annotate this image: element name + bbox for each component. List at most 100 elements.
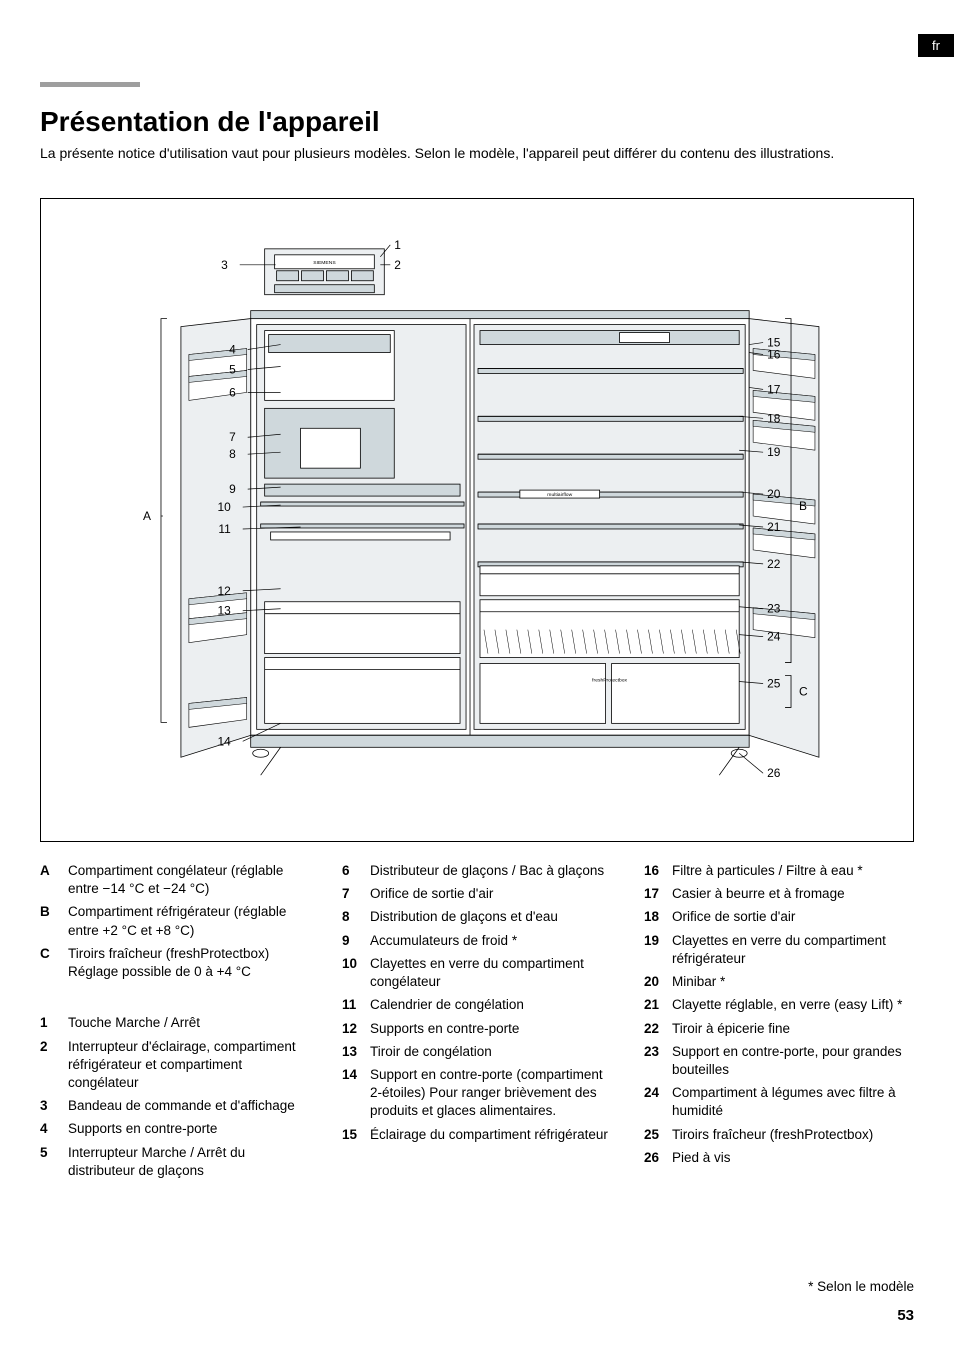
legend-text: Tiroir à épicerie fine (672, 1020, 914, 1038)
svg-text:25: 25 (767, 676, 781, 690)
legend-key: 3 (40, 1097, 68, 1115)
page-number: 53 (897, 1307, 914, 1324)
legend-key: A (40, 862, 68, 898)
legend-text: Accumulateurs de froid * (370, 932, 612, 950)
svg-text:26: 26 (767, 766, 781, 780)
svg-text:12: 12 (217, 584, 231, 598)
legend-text: Interrupteur d'éclairage, compartiment r… (68, 1038, 310, 1093)
legend-row: CTiroirs fraîcheur (freshProtectbox) Rég… (40, 945, 310, 981)
language-tab: fr (918, 34, 954, 57)
legend-key: 25 (644, 1126, 672, 1144)
section-rule (40, 82, 140, 87)
legend-row: 5Interrupteur Marche / Arrêt du distribu… (40, 1144, 310, 1180)
svg-text:6: 6 (229, 385, 236, 399)
legend-text: Tiroirs fraîcheur (freshProtectbox) (672, 1126, 914, 1144)
legend-key: 17 (644, 885, 672, 903)
legend-row: 22Tiroir à épicerie fine (644, 1020, 914, 1038)
legend-text: Calendrier de congélation (370, 996, 612, 1014)
legend-row: 24Compartiment à légumes avec filtre à h… (644, 1084, 914, 1120)
svg-text:4: 4 (229, 343, 236, 357)
legend-key: 9 (342, 932, 370, 950)
legend-row: 3Bandeau de commande et d'affichage (40, 1097, 310, 1115)
legend-row: 9Accumulateurs de froid * (342, 932, 612, 950)
legend-row: 20Minibar * (644, 973, 914, 991)
svg-text:14: 14 (217, 734, 231, 748)
legend-key: 19 (644, 932, 672, 968)
legend-text: Compartiment réfrigérateur (réglable ent… (68, 903, 310, 939)
legend-row: 14Support en contre-porte (compartiment … (342, 1066, 612, 1121)
legend-text: Pied à vis (672, 1149, 914, 1167)
legend-key: 22 (644, 1020, 672, 1038)
svg-text:20: 20 (767, 487, 781, 501)
legend-key: B (40, 903, 68, 939)
page-title: Présentation de l'appareil (40, 106, 380, 138)
legend-text: Compartiment congélateur (réglable entre… (68, 862, 310, 898)
svg-text:B: B (799, 499, 807, 513)
legend-row: 19Clayettes en verre du compartiment réf… (644, 932, 914, 968)
legend-key: C (40, 945, 68, 981)
legend-key: 11 (342, 996, 370, 1014)
legend-key: 13 (342, 1043, 370, 1061)
legend-key: 21 (644, 996, 672, 1014)
legend-key: 8 (342, 908, 370, 926)
svg-text:11: 11 (218, 522, 231, 536)
svg-text:2: 2 (394, 258, 401, 272)
legend-text: Supports en contre-porte (370, 1020, 612, 1038)
legend-key: 2 (40, 1038, 68, 1093)
legend-text: Orifice de sortie d'air (672, 908, 914, 926)
legend-row: 2Interrupteur d'éclairage, compartiment … (40, 1038, 310, 1093)
legend-key: 15 (342, 1126, 370, 1144)
legend-row: 1Touche Marche / Arrêt (40, 1014, 310, 1032)
legend-text: Supports en contre-porte (68, 1120, 310, 1138)
svg-text:21: 21 (767, 520, 781, 534)
legend-row: 11Calendrier de congélation (342, 996, 612, 1014)
svg-text:5: 5 (229, 362, 236, 376)
svg-text:1: 1 (394, 238, 401, 252)
legend-key: 7 (342, 885, 370, 903)
svg-text:13: 13 (217, 604, 231, 618)
diagram-svg: SIEMENS multiairflow freshProtectbox 3 A 4 5 6 7… (41, 199, 913, 841)
svg-text:freshProtectbox: freshProtectbox (592, 677, 627, 683)
legend-row: 17Casier à beurre et à fromage (644, 885, 914, 903)
legend-text: Clayette réglable, en verre (easy Lift) … (672, 996, 914, 1014)
legend-text: Touche Marche / Arrêt (68, 1014, 310, 1032)
svg-text:10: 10 (217, 500, 231, 514)
svg-text:3: 3 (221, 258, 228, 272)
legend-text: Minibar * (672, 973, 914, 991)
svg-text:multiairflow: multiairflow (547, 492, 572, 498)
legend-key: 6 (342, 862, 370, 880)
legend-key: 26 (644, 1149, 672, 1167)
legend-text: Support en contre-porte, pour grandes bo… (672, 1043, 914, 1079)
footnote: * Selon le modèle (808, 1279, 914, 1294)
legend-key: 10 (342, 955, 370, 991)
svg-text:17: 17 (767, 382, 781, 396)
legend-row: 26Pied à vis (644, 1149, 914, 1167)
legend-row: 12Supports en contre-porte (342, 1020, 612, 1038)
legend-row: 15Éclairage du compartiment réfrigérateu… (342, 1126, 612, 1144)
svg-text:SIEMENS: SIEMENS (313, 260, 336, 266)
svg-text:7: 7 (229, 430, 236, 444)
legend-text: Interrupteur Marche / Arrêt du distribut… (68, 1144, 310, 1180)
legend-row: 18Orifice de sortie d'air (644, 908, 914, 926)
legend-text: Bandeau de commande et d'affichage (68, 1097, 310, 1115)
legend-row: 6Distributeur de glaçons / Bac à glaçons (342, 862, 612, 880)
svg-text:A: A (143, 509, 151, 523)
legend-row: 8Distribution de glaçons et d'eau (342, 908, 612, 926)
legend-text: Filtre à particules / Filtre à eau * (672, 862, 914, 880)
legend-row: 23Support en contre-porte, pour grandes … (644, 1043, 914, 1079)
svg-text:8: 8 (229, 447, 236, 461)
legend-row: 7Orifice de sortie d'air (342, 885, 612, 903)
svg-text:16: 16 (767, 348, 781, 362)
legend-key: 18 (644, 908, 672, 926)
legend-key: 4 (40, 1120, 68, 1138)
legend-key: 12 (342, 1020, 370, 1038)
legend-text: Clayettes en verre du compartiment réfri… (672, 932, 914, 968)
legend-row: 21Clayette réglable, en verre (easy Lift… (644, 996, 914, 1014)
legend-text: Casier à beurre et à fromage (672, 885, 914, 903)
svg-text:23: 23 (767, 602, 781, 616)
legend-columns: ACompartiment congélateur (réglable entr… (40, 862, 914, 1185)
legend-text: Tiroir de congélation (370, 1043, 612, 1061)
legend-row: ACompartiment congélateur (réglable entr… (40, 862, 310, 898)
legend-key: 24 (644, 1084, 672, 1120)
svg-text:22: 22 (767, 557, 781, 571)
